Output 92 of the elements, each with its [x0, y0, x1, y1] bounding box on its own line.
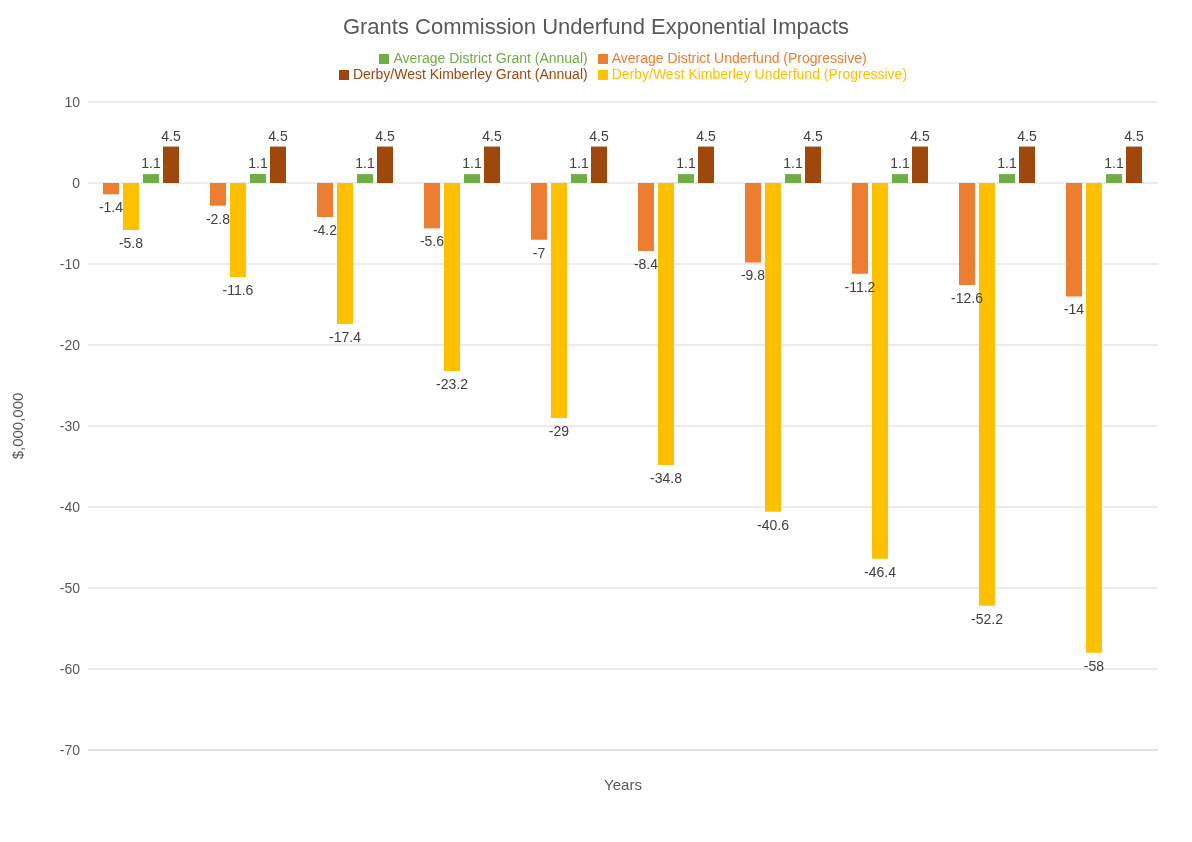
y-tick-label: -40 [59, 498, 81, 515]
bar [1125, 146, 1142, 183]
bar [530, 183, 547, 240]
bar [697, 146, 714, 183]
bar [677, 174, 694, 183]
bar [570, 174, 587, 183]
legend-label: Average District Underfund (Progressive) [611, 50, 867, 66]
bar [423, 183, 440, 229]
y-tick-label: 10 [64, 93, 81, 110]
bar [744, 183, 761, 263]
data-label: 4.5 [589, 127, 609, 144]
bar [657, 183, 674, 465]
bar [804, 146, 821, 183]
y-tick-label: -70 [59, 741, 81, 758]
data-label: 1.1 [997, 155, 1017, 172]
bar [483, 146, 500, 183]
data-label: -52.2 [971, 610, 1004, 627]
data-label: 1.1 [141, 155, 161, 172]
bar [443, 183, 460, 371]
data-label: 4.5 [482, 127, 502, 144]
bar [269, 146, 286, 183]
bar [784, 174, 801, 183]
bar [958, 183, 975, 286]
bar [316, 183, 333, 218]
bar [102, 183, 119, 195]
data-label: 1.1 [783, 155, 803, 172]
bar [1085, 183, 1102, 653]
bar [590, 146, 607, 183]
data-label: 1.1 [248, 155, 268, 172]
data-label: 1.1 [1104, 155, 1124, 172]
data-label: 1.1 [676, 155, 696, 172]
chart-title: Grants Commission Underfund Exponential Impacts [341, 14, 851, 40]
bar [851, 183, 868, 274]
bar [911, 146, 928, 183]
data-label: 1.1 [569, 155, 589, 172]
bar [336, 183, 353, 324]
x-axis-title: Years [604, 776, 642, 793]
y-tick-label: -10 [59, 255, 81, 272]
bar [229, 183, 246, 277]
data-label: -5.6 [419, 233, 445, 250]
data-label: -40.6 [757, 516, 790, 533]
data-label: -17.4 [329, 328, 362, 345]
bar [1105, 174, 1122, 183]
bar [764, 183, 781, 512]
data-label: -7 [532, 244, 546, 261]
y-tick-label: -60 [59, 660, 81, 677]
y-tick-label: 0 [72, 174, 81, 191]
data-label: -29 [548, 422, 570, 439]
data-label: -46.4 [864, 563, 897, 580]
y-tick-label: -50 [59, 579, 81, 596]
bar [550, 183, 567, 418]
bar [463, 174, 480, 183]
bar [142, 174, 159, 183]
data-label: -2.8 [205, 210, 231, 227]
bar [356, 174, 373, 183]
data-label: 1.1 [462, 155, 482, 172]
data-label: 4.5 [375, 127, 395, 144]
bar [1018, 146, 1035, 183]
bar [1065, 183, 1082, 297]
data-label: -11.6 [222, 281, 254, 298]
data-label: 4.5 [803, 127, 823, 144]
bar [998, 174, 1015, 183]
data-label: 1.1 [355, 155, 375, 172]
data-label: 4.5 [910, 127, 930, 144]
y-tick-label: -20 [59, 336, 81, 353]
data-label: -9.8 [740, 267, 766, 284]
bar [891, 174, 908, 183]
y-axis-title: $,000,000 [9, 392, 27, 460]
legend-label: Average District Grant (Annual) [393, 50, 588, 66]
bar [376, 146, 393, 183]
data-label: 4.5 [1124, 127, 1144, 144]
data-label: -1.4 [98, 199, 124, 216]
data-label: 1.1 [890, 155, 910, 172]
data-label: -8.4 [633, 256, 659, 273]
data-label: 4.5 [1017, 127, 1037, 144]
bar [162, 146, 179, 183]
data-label: -4.2 [312, 222, 338, 239]
y-tick-label: -30 [59, 417, 81, 434]
data-label: 4.5 [268, 127, 288, 144]
data-label: -34.8 [650, 469, 683, 486]
legend-label: Derby/West Kimberley Underfund (Progressive) [611, 66, 908, 82]
bar [209, 183, 226, 206]
data-label: -5.8 [118, 234, 144, 251]
data-label: -58 [1083, 657, 1105, 674]
data-label: -23.2 [436, 375, 469, 392]
bar [637, 183, 654, 252]
bar [122, 183, 139, 230]
data-label: -14 [1063, 301, 1085, 318]
legend-label: Derby/West Kimberley Grant (Annual) [352, 66, 588, 82]
data-label: 4.5 [161, 127, 181, 144]
bar [249, 174, 266, 183]
data-label: 4.5 [696, 127, 716, 144]
